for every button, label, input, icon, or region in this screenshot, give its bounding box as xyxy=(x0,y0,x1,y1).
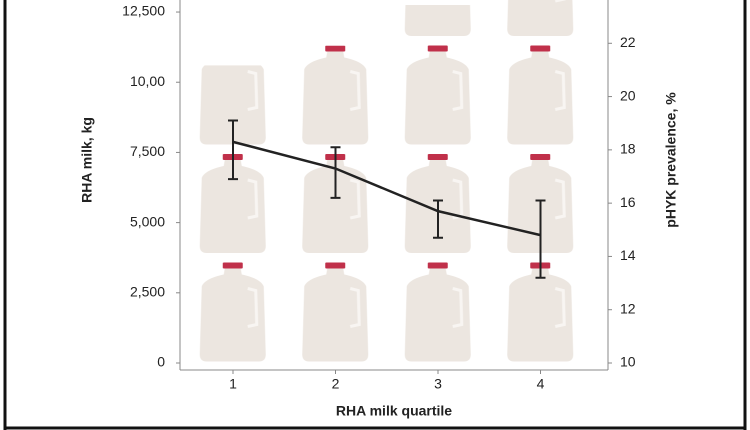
y2-tick-label: 22 xyxy=(620,34,636,50)
y-tick-label: 2,500 xyxy=(130,284,165,300)
x-tick-label: 1 xyxy=(229,376,237,392)
y-tick-label: 10,00 xyxy=(130,73,165,89)
y-tick-label: 0 xyxy=(157,354,165,370)
error-bar xyxy=(330,146,341,199)
y2-tick-label: 16 xyxy=(620,194,636,210)
y2-axis-label: pHYK prevalence, % xyxy=(663,92,679,228)
y2-tick-label: 14 xyxy=(620,247,636,263)
x-axis-label: RHA milk quartile xyxy=(336,403,452,419)
jug-bar xyxy=(489,0,592,363)
y2-tick-label: 10 xyxy=(620,354,636,370)
jug-bar xyxy=(284,45,387,363)
error-bar xyxy=(433,199,443,239)
y2-tick-label: 20 xyxy=(620,87,636,103)
error-bar xyxy=(535,199,546,279)
x-tick-label: 4 xyxy=(537,376,545,392)
y-tick-label: 5,000 xyxy=(130,213,165,229)
x-tick-label: 3 xyxy=(434,376,442,392)
error-bar xyxy=(228,119,238,181)
jug-bar xyxy=(386,5,490,364)
prevalence-line xyxy=(232,140,541,237)
y2-tick-label: 12 xyxy=(620,300,636,316)
jug-bar xyxy=(181,65,285,363)
y2-tick-label: 18 xyxy=(620,141,636,157)
y-tick-label: 12,500 xyxy=(122,3,165,19)
x-tick-label: 2 xyxy=(332,376,340,392)
y-axis-label: RHA milk, kg xyxy=(79,117,95,203)
y-tick-label: 7,500 xyxy=(130,143,165,159)
